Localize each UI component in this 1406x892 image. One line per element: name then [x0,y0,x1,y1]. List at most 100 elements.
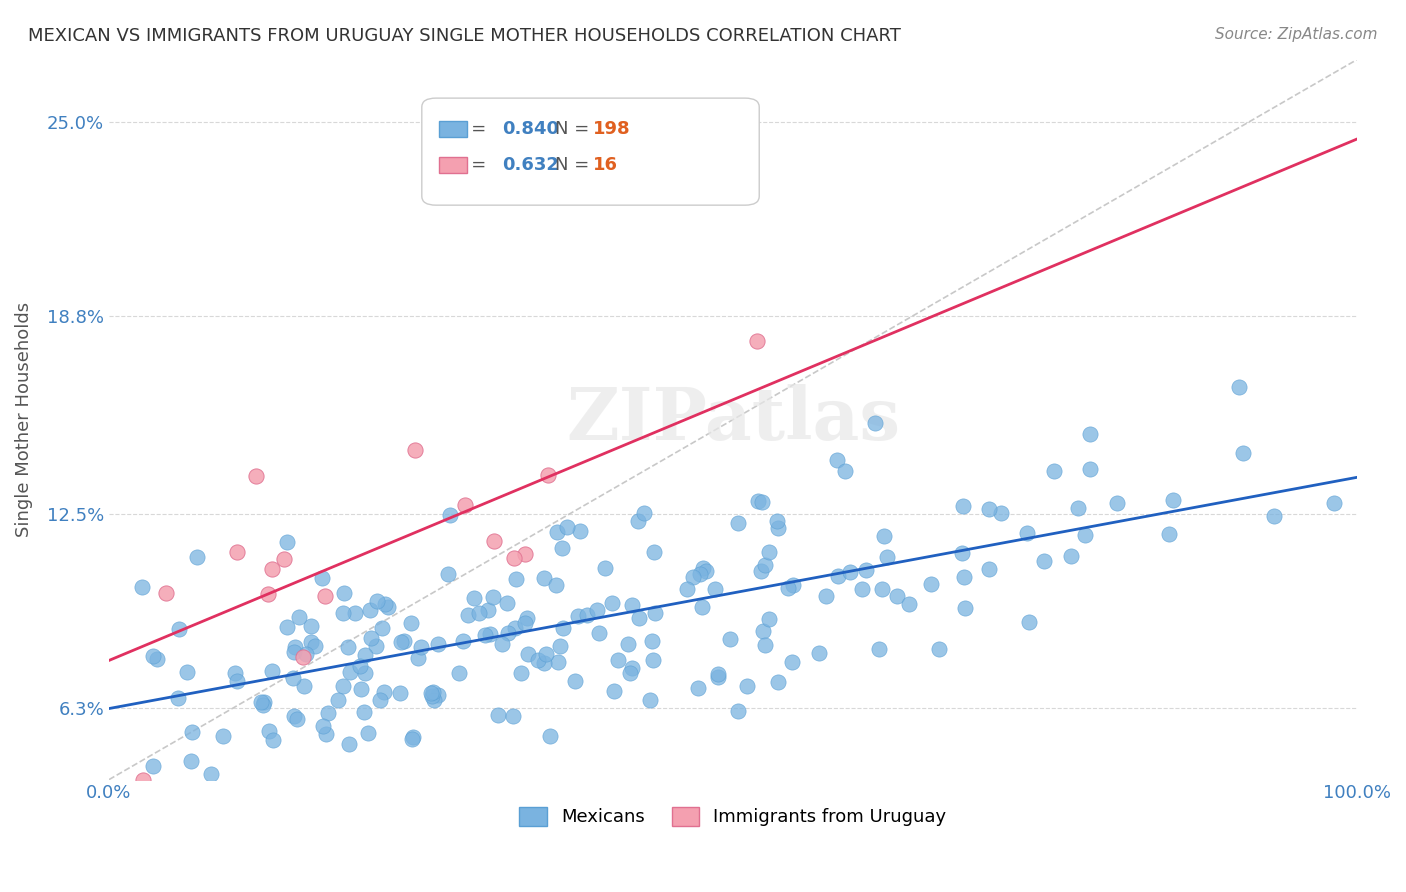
Mexicans [299,619,322,633]
Text: N =: N = [555,156,595,174]
Mexicans [758,545,780,559]
Mexicans [262,664,284,678]
Mexicans [284,640,307,654]
Mexicans [287,610,309,624]
Mexicans [517,648,540,662]
Mexicans [838,565,860,579]
Mexicans [420,690,443,704]
Mexicans [640,693,662,707]
Mexicans [707,670,730,684]
Mexicans [886,590,908,604]
Mexicans [250,695,273,709]
Mexicans [576,607,599,622]
Mexicans [953,601,976,615]
Mexicans [1043,464,1066,478]
Mexicans [585,603,607,617]
Mexicans [641,653,664,667]
Legend: Mexicans, Immigrants from Uruguay: Mexicans, Immigrants from Uruguay [510,798,956,836]
Mexicans [360,631,382,645]
Mexicans [276,620,298,634]
Mexicans [312,719,335,733]
Mexicans [468,606,491,620]
Mexicans [373,685,395,699]
Mexicans [865,416,887,430]
Text: 198: 198 [593,120,631,138]
Mexicans [782,577,804,591]
Mexicans [751,624,773,639]
Mexicans [815,589,838,603]
Mexicans [436,566,458,581]
Mexicans [364,639,387,653]
Mexicans [727,704,749,718]
Text: 0.632: 0.632 [502,156,558,174]
Mexicans [389,634,412,648]
Mexicans [855,562,877,576]
Mexicans [751,564,773,578]
Mexicans [588,625,610,640]
Immigrants from Uruguay [537,468,560,483]
Mexicans [304,639,326,653]
Mexicans [142,759,165,773]
Immigrants from Uruguay [273,551,295,566]
Mexicans [547,655,569,669]
Immigrants from Uruguay [245,469,267,483]
Mexicans [1074,527,1097,541]
Mexicans [825,453,848,467]
Mexicans [349,659,371,673]
Immigrants from Uruguay [155,586,177,600]
Mexicans [186,549,208,564]
Immigrants from Uruguay [454,498,477,512]
Mexicans [339,665,361,679]
Mexicans [1080,427,1102,442]
Mexicans [359,602,381,616]
Mexicans [776,581,799,595]
Mexicans [627,514,650,528]
Mexicans [676,582,699,597]
Mexicans [253,695,276,709]
Text: Source: ZipAtlas.com: Source: ZipAtlas.com [1215,27,1378,42]
Mexicans [768,521,790,535]
Mexicans [555,520,578,534]
Mexicans [252,698,274,713]
Mexicans [593,561,616,575]
Mexicans [283,645,305,659]
Mexicans [920,576,942,591]
Mexicans [343,607,366,621]
Mexicans [496,596,519,610]
Mexicans [474,628,496,642]
Mexicans [707,667,730,681]
Mexicans [1157,527,1180,541]
Mexicans [718,632,741,646]
Mexicans [551,541,574,555]
Text: 16: 16 [593,156,619,174]
Mexicans [897,597,920,611]
Mexicans [332,586,354,600]
Mexicans [513,616,536,631]
Mexicans [544,578,567,592]
Mexicans [283,709,305,723]
Mexicans [1232,446,1254,460]
Mexicans [990,506,1012,520]
Mexicans [548,640,571,654]
Mexicans [285,712,308,726]
Immigrants from Uruguay [404,442,426,457]
Text: 0.840: 0.840 [502,120,560,138]
Mexicans [876,549,898,564]
Mexicans [616,637,638,651]
Mexicans [692,560,714,574]
Mexicans [225,673,247,688]
Mexicans [316,706,339,721]
Mexicans [569,524,592,538]
Mexicans [295,647,318,661]
Mexicans [834,464,856,478]
Mexicans [374,598,396,612]
Mexicans [505,572,527,586]
Mexicans [928,642,950,657]
Mexicans [401,731,423,746]
Mexicans [477,603,499,617]
Mexicans [643,545,665,559]
Mexicans [950,546,973,560]
Mexicans [536,647,558,661]
Mexicans [406,651,429,665]
Mexicans [607,653,630,667]
